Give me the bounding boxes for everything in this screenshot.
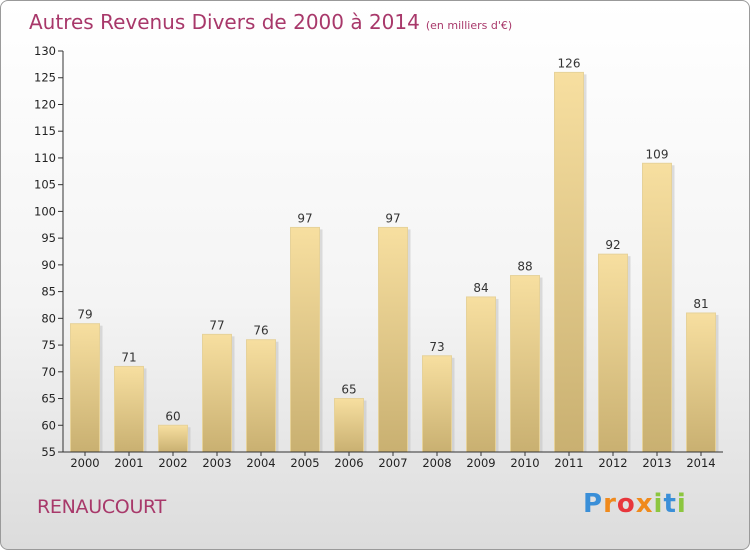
proxiti-logo[interactable]: Proxiti [583, 489, 687, 519]
y-tick-label-75: 75 [41, 338, 56, 352]
x-tick-label-2007: 2007 [378, 456, 407, 470]
y-tick-label-110: 110 [34, 151, 56, 165]
bar-2002 [158, 424, 188, 453]
bar-2005 [290, 226, 320, 453]
y-tick-label-60: 60 [41, 418, 56, 432]
x-tick-label-2003: 2003 [202, 456, 231, 470]
x-tick-label-2005: 2005 [290, 456, 319, 470]
data-label-2004: 76 [253, 324, 268, 338]
y-tick-label-105: 105 [34, 178, 56, 192]
data-label-2005: 97 [297, 211, 312, 225]
data-label-2002: 60 [165, 409, 180, 423]
data-label-2014: 81 [693, 297, 708, 311]
x-tick-label-2001: 2001 [114, 456, 143, 470]
data-label-2009: 84 [473, 281, 488, 295]
data-label-2010: 88 [517, 260, 532, 274]
y-tick-label-65: 65 [41, 392, 56, 406]
y-tick-label-125: 125 [34, 71, 56, 85]
x-tick-label-2004: 2004 [246, 456, 275, 470]
data-label-2006: 65 [341, 383, 356, 397]
x-tick-label-2009: 2009 [466, 456, 495, 470]
y-tick-label-85: 85 [41, 285, 56, 299]
data-label-2003: 77 [209, 318, 224, 332]
y-tick-label-115: 115 [34, 124, 56, 138]
bar-2011 [554, 71, 584, 453]
bar-2006 [334, 398, 364, 453]
y-tick-label-100: 100 [34, 204, 56, 218]
data-label-2001: 71 [121, 350, 136, 364]
city-name: RENAUCOURT [37, 496, 166, 518]
x-tick-label-2000: 2000 [70, 456, 99, 470]
data-label-2011: 126 [558, 56, 581, 70]
data-label-2013: 109 [646, 147, 669, 161]
bar-2009 [466, 296, 496, 453]
x-tick-label-2012: 2012 [598, 456, 627, 470]
bar-2004 [246, 339, 276, 453]
bar-2013 [642, 162, 672, 453]
x-tick-label-2008: 2008 [422, 456, 451, 470]
y-tick-label-95: 95 [41, 231, 56, 245]
bar-2008 [422, 355, 452, 453]
y-tick-label-55: 55 [41, 445, 56, 459]
x-tick-label-2011: 2011 [554, 456, 583, 470]
data-label-2007: 97 [385, 211, 400, 225]
data-label-2008: 73 [429, 340, 444, 354]
y-tick-label-70: 70 [41, 365, 56, 379]
x-tick-label-2002: 2002 [158, 456, 187, 470]
y-tick-label-120: 120 [34, 97, 56, 111]
bar-2012 [598, 253, 628, 453]
x-tick-label-2006: 2006 [334, 456, 363, 470]
chart-title-main: Autres Revenus Divers de 2000 à 2014 [29, 10, 420, 34]
x-tick-label-2013: 2013 [642, 456, 671, 470]
y-tick-label-80: 80 [41, 311, 56, 325]
bar-2010 [510, 275, 540, 453]
x-tick-label-2014: 2014 [686, 456, 715, 470]
y-tick-label-90: 90 [41, 258, 56, 272]
chart-title: Autres Revenus Divers de 2000 à 2014 (en … [29, 10, 512, 34]
data-label-2012: 92 [605, 238, 620, 252]
bar-2014 [686, 312, 716, 453]
bar-2000 [70, 323, 100, 453]
bar-2003 [202, 333, 232, 453]
bar-2007 [378, 226, 408, 453]
y-tick-label-130: 130 [34, 44, 56, 58]
chart-title-unit: (en milliers d'€) [425, 19, 513, 32]
x-tick-label-2010: 2010 [510, 456, 539, 470]
data-label-2000: 79 [77, 308, 92, 322]
bar-2001 [114, 365, 144, 453]
